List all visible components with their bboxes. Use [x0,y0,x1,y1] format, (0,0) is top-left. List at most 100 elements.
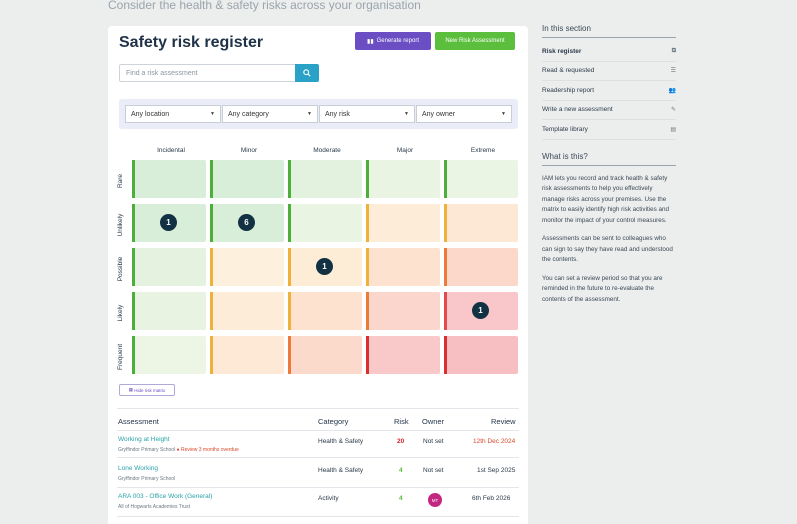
col-header-category: Category [318,417,349,426]
risk-score: 20 [397,438,405,445]
alert-icon: ● [176,447,180,453]
matrix-cell[interactable] [444,336,518,374]
matrix-row-header: Likely [117,304,124,322]
category-select[interactable]: Any category ▼ [222,105,318,123]
pencil-icon: ✎ [670,107,676,114]
category-cell: Activity [318,495,339,502]
matrix-cell[interactable] [444,160,518,198]
owner-select[interactable]: Any owner ▼ [416,105,512,123]
divider [117,457,519,458]
matrix-cell[interactable] [132,336,206,374]
matrix-cell[interactable] [132,292,206,330]
assessment-link[interactable]: Working at Height [118,436,170,443]
sidebar-item-risk-register[interactable]: Risk register ⧉ [542,42,676,62]
new-risk-assessment-button[interactable]: New Risk Assessment [435,32,515,50]
matrix-cell[interactable] [210,248,284,286]
assessment-link[interactable]: ARA 003 - Office Work (General) [118,493,213,500]
matrix-cell[interactable] [366,248,440,286]
assessment-location: All of Hogwarts Academies Trust [118,504,190,510]
sidebar-item-template-library[interactable]: Template library ▤ [542,120,676,140]
matrix-col-header: Incidental [157,147,185,154]
category-cell: Health & Safety [318,467,364,474]
risk-score: 4 [399,467,403,474]
review-date: 12th Dec 2024 [473,438,516,445]
matrix-row-header: Rare [117,173,124,189]
category-cell: Health & Safety [318,438,364,445]
matrix-cell[interactable] [366,292,440,330]
matrix-col-header: Moderate [313,147,341,154]
search-button[interactable] [295,64,319,82]
review-date: 1st Sep 2025 [477,467,516,474]
matrix-cell[interactable] [210,292,284,330]
owner-cell: Not set [423,467,444,474]
matrix-cell[interactable] [288,292,362,330]
grid-icon: ▦ [128,387,135,392]
page-subtitle: Consider the health & safety risks acros… [108,0,421,12]
sidebar-item-write-assessment[interactable]: Write a new assessment ✎ [542,101,676,120]
filter-bar: Any location ▼ Any category ▼ Any risk ▼ An… [119,99,518,129]
assessment-location: Gryffindor Primary School ● Review 3 mon… [118,447,239,453]
matrix-count-badge[interactable]: 1 [316,258,333,275]
matrix-cell[interactable] [210,336,284,374]
matrix-count-badge[interactable]: 6 [238,214,255,231]
col-header-review: Review [491,417,516,426]
matrix-cell[interactable] [132,248,206,286]
matrix-row-header: Unlikely [117,213,124,237]
matrix-cell[interactable] [366,336,440,374]
assessment-location: Gryffindor Primary School [118,476,176,482]
avatar[interactable]: MT [428,493,442,507]
chart-icon: ▮▮ [367,38,374,45]
risk-register-card: Safety risk register ▮▮ Generate report … [108,26,528,524]
matrix-col-header: Major [396,147,414,154]
matrix-cell[interactable] [132,160,206,198]
sidebar-item-read-requested[interactable]: Read & requested ☰ [542,62,676,81]
matrix-count-badge[interactable]: 1 [472,302,489,319]
matrix-cell[interactable] [288,204,362,242]
col-header-risk: Risk [394,417,409,426]
caret-down-icon: ▼ [404,111,409,117]
search-input[interactable]: Find a risk assessment [119,64,295,82]
caret-down-icon: ▼ [501,111,506,117]
about-paragraph: IAM lets you record and track health & s… [542,174,670,224]
page-title: Safety risk register [119,34,264,51]
divider [117,408,519,409]
risk-select[interactable]: Any risk ▼ [319,105,415,123]
matrix-cell[interactable] [288,160,362,198]
review-date: 6th Feb 2026 [472,495,511,502]
matrix-row-header: Frequent [117,343,124,371]
about-paragraph: You can set a review period so that you … [542,274,663,303]
owner-cell: Not set [423,438,444,445]
divider [117,516,519,517]
col-header-assessment: Assessment [118,417,159,426]
matrix-cell[interactable] [366,160,440,198]
matrix-count-badge[interactable]: 1 [160,214,177,231]
archive-icon: ▤ [670,126,676,133]
caret-down-icon: ▼ [210,111,215,117]
overdue-warning: ● Review 3 months overdue [176,447,239,453]
matrix-cell[interactable] [444,204,518,242]
generate-report-button[interactable]: ▮▮ Generate report [355,32,431,50]
hide-risk-matrix-button[interactable]: ▦ Hide risk matrix [119,384,175,396]
about-heading: What is this? [542,152,676,166]
caret-down-icon: ▼ [307,111,312,117]
matrix-cell[interactable] [288,336,362,374]
col-header-owner: Owner [422,417,445,426]
assessment-link[interactable]: Lone Working [118,465,158,472]
about-paragraph: Assessments can be sent to colleagues wh… [542,235,673,263]
users-icon: 👥 [668,87,676,94]
location-select[interactable]: Any location ▼ [125,105,221,123]
sidebar-item-readership-report[interactable]: Readership report 👥 [542,81,676,101]
matrix-col-header: Extreme [470,147,496,154]
matrix-col-header: Minor [240,147,258,154]
matrix-row-header: Possible [117,256,124,282]
matrix-cell[interactable] [444,248,518,286]
matrix-cell[interactable] [366,204,440,242]
sidebar-heading: In this section [542,24,676,38]
copy-icon: ⧉ [671,47,676,54]
divider [117,487,519,488]
risk-score: 4 [399,495,403,502]
matrix-cell[interactable] [210,160,284,198]
sidebar: In this section Risk register ⧉ Read & re… [542,24,676,305]
divider [117,430,519,431]
list-icon: ☰ [670,68,676,75]
